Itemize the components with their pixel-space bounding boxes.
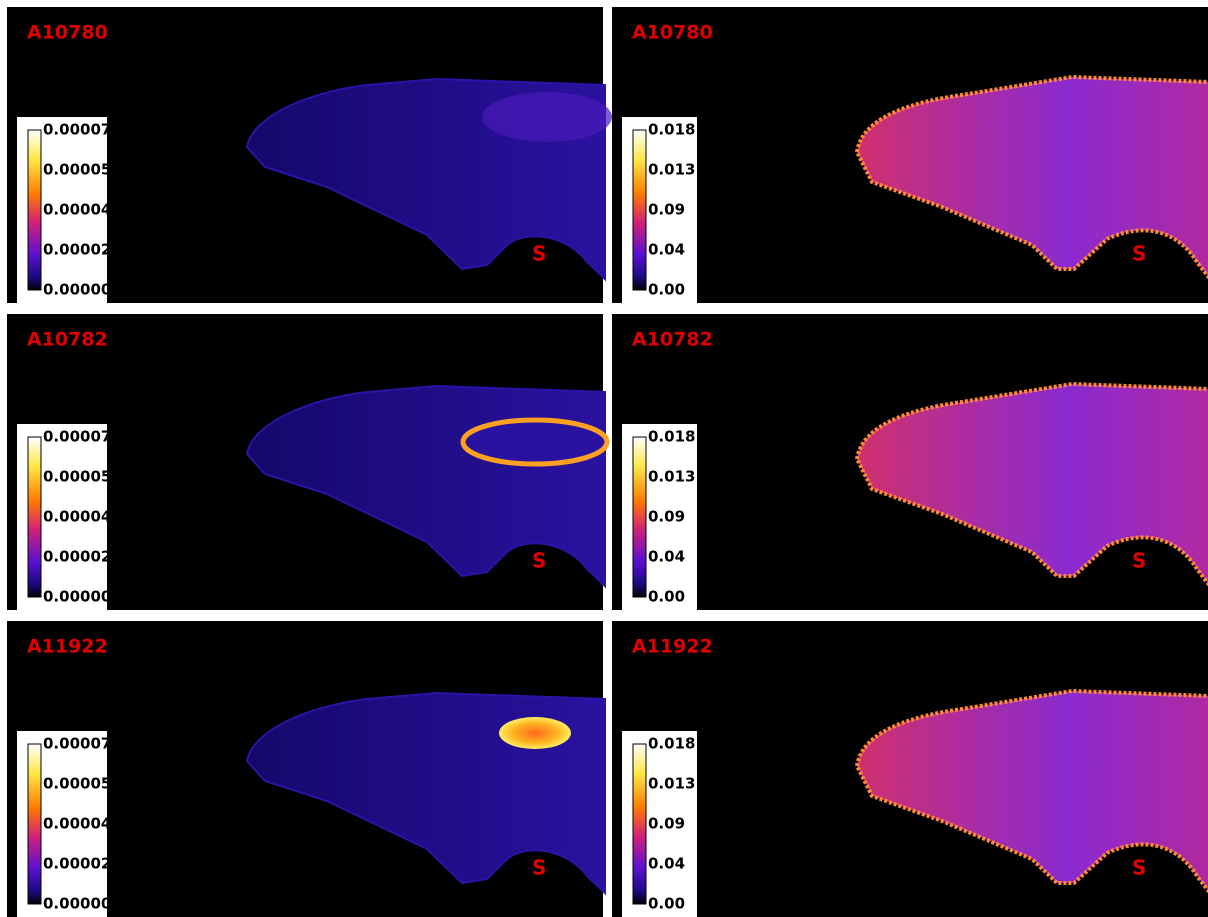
colorbar	[633, 130, 646, 290]
colorbar	[633, 437, 646, 597]
colorbar-tick-label: 0.09	[648, 508, 685, 526]
colorbar-tick-label: 0.00	[648, 281, 685, 299]
colorbar-tick-label: 0.018	[648, 735, 695, 753]
colorbar-tick-label: 0.04	[648, 855, 685, 873]
sample-label: A11922	[27, 636, 108, 658]
signal-region	[482, 92, 612, 142]
colorbar-tick-label: 0.00004	[43, 201, 111, 219]
colorbar-tick-label: 0.00000	[43, 588, 111, 606]
region-marker: S	[532, 856, 546, 880]
colorbar-tick-label: 0.018	[648, 121, 695, 139]
panel: A10780 S 0.018 0.013 0.09 0.04 0.00	[612, 7, 1208, 303]
sample-label: A10780	[27, 22, 108, 44]
colorbar-tick-label: 0.018	[648, 428, 695, 446]
colorbar-tick-label: 0.00004	[43, 815, 111, 833]
colorbar-tick-label: 0.00	[648, 895, 685, 913]
region-marker: S	[1132, 856, 1146, 880]
colorbar-tick-label: 0.00002	[43, 855, 111, 873]
colorbar-tick-label: 0.00005	[43, 775, 111, 793]
sample-label: A11922	[632, 636, 713, 658]
colorbar-tick-label: 0.00007	[43, 735, 111, 753]
panel: A10782 S 0.00007 0.00005 0.00004 0.00002 0.000…	[7, 314, 607, 610]
signal-ring	[463, 420, 607, 464]
colorbar	[28, 744, 41, 904]
region-marker: S	[532, 549, 546, 573]
colorbar-tick-label: 0.00007	[43, 428, 111, 446]
region-marker: S	[1132, 549, 1146, 573]
panel: A10782 S 0.018 0.013 0.09 0.04 0.00	[612, 314, 1208, 610]
colorbar-tick-label: 0.00000	[43, 895, 111, 913]
sample-label: A10782	[27, 329, 108, 351]
figure: A10780S0.000070.000050.000040.000020.000…	[0, 0, 1208, 917]
colorbar-tick-label: 0.013	[648, 775, 695, 793]
region-marker: S	[1132, 242, 1146, 266]
colorbar-tick-label: 0.00002	[43, 241, 111, 259]
colorbar-tick-label: 0.00004	[43, 508, 111, 526]
colorbar	[633, 744, 646, 904]
colorbar-tick-label: 0.04	[648, 241, 685, 259]
colorbar	[28, 437, 41, 597]
panel: A11922 S 0.018 0.013 0.09 0.04 0.00	[612, 621, 1208, 917]
colorbar-tick-label: 0.00000	[43, 281, 111, 299]
panel: A10780 S 0.00007 0.00005 0.00004 0.00002 0.000…	[7, 7, 612, 303]
colorbar-tick-label: 0.00	[648, 588, 685, 606]
region-marker: S	[532, 242, 546, 266]
panel: A11922 S 0.00007 0.00005 0.00004 0.00002 0.000…	[7, 621, 605, 917]
sample-label: A10780	[632, 22, 713, 44]
colorbar-tick-label: 0.04	[648, 548, 685, 566]
colorbar-tick-label: 0.00005	[43, 468, 111, 486]
colorbar-tick-label: 0.00005	[43, 161, 111, 179]
colorbar-tick-label: 0.09	[648, 815, 685, 833]
colorbar-tick-label: 0.00002	[43, 548, 111, 566]
colorbar	[28, 130, 41, 290]
sample-label: A10782	[632, 329, 713, 351]
signal-spot	[499, 717, 571, 749]
colorbar-tick-label: 0.09	[648, 201, 685, 219]
colorbar-tick-label: 0.00007	[43, 121, 111, 139]
colorbar-tick-label: 0.013	[648, 468, 695, 486]
colorbar-tick-label: 0.013	[648, 161, 695, 179]
